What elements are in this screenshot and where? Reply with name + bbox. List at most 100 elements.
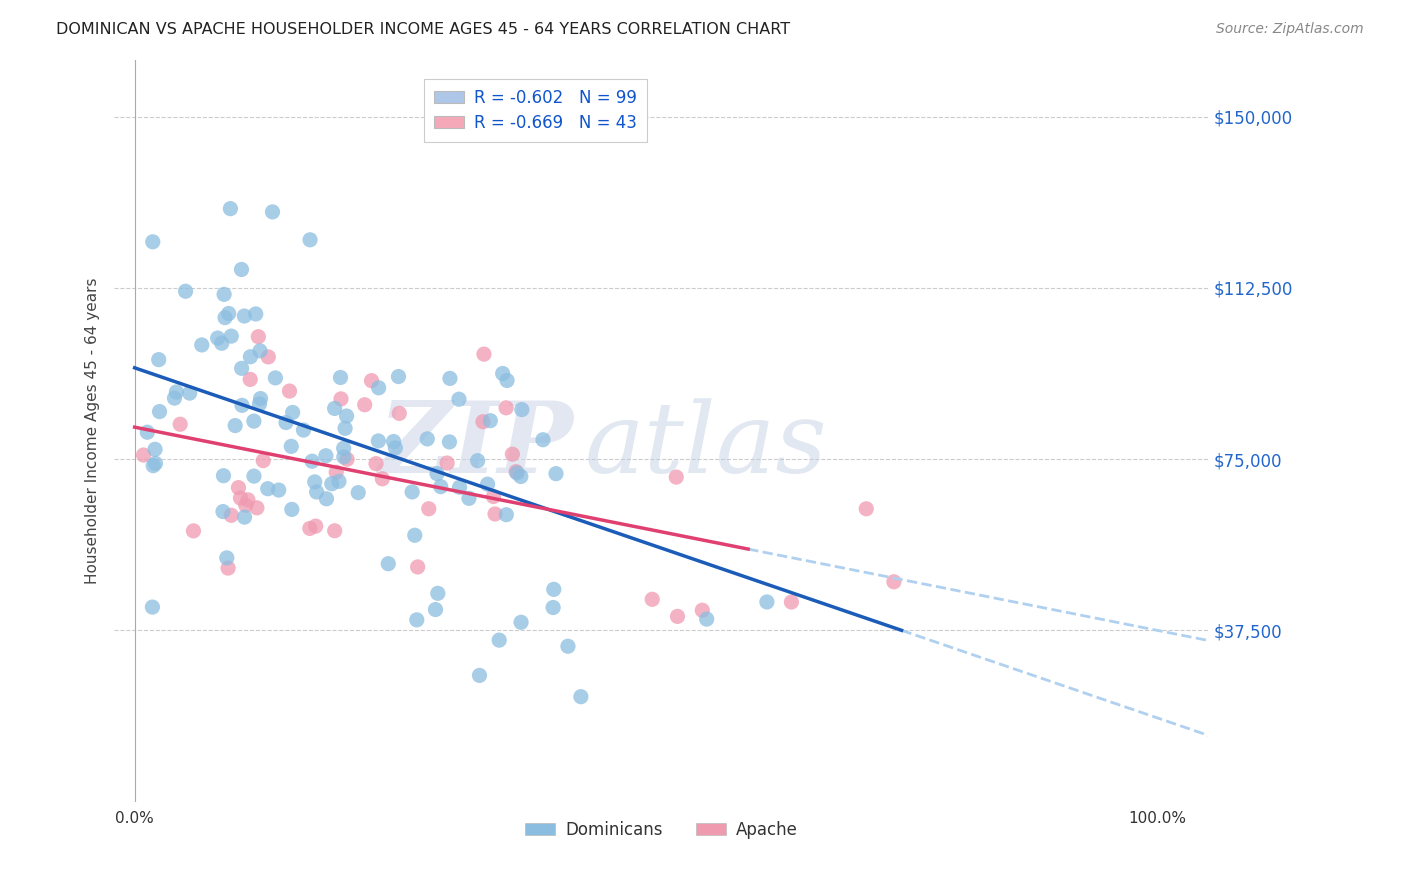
Point bbox=[557, 639, 579, 653]
Point bbox=[304, 475, 326, 489]
Point bbox=[406, 560, 429, 574]
Point bbox=[488, 633, 510, 648]
Point bbox=[543, 582, 565, 597]
Point bbox=[384, 441, 406, 455]
Point bbox=[148, 404, 170, 418]
Text: Source: ZipAtlas.com: Source: ZipAtlas.com bbox=[1216, 22, 1364, 37]
Point bbox=[883, 574, 905, 589]
Point bbox=[214, 310, 236, 325]
Point bbox=[426, 467, 449, 481]
Point bbox=[531, 433, 554, 447]
Point bbox=[183, 524, 205, 538]
Point bbox=[315, 491, 337, 506]
Point bbox=[323, 524, 346, 538]
Point bbox=[148, 352, 170, 367]
Point bbox=[136, 425, 159, 440]
Point bbox=[249, 392, 271, 406]
Point bbox=[382, 434, 405, 449]
Point bbox=[439, 371, 461, 385]
Point bbox=[416, 432, 439, 446]
Point bbox=[228, 481, 250, 495]
Point bbox=[447, 392, 470, 407]
Point bbox=[292, 423, 315, 437]
Point bbox=[467, 453, 489, 467]
Point bbox=[218, 306, 240, 320]
Point bbox=[169, 417, 191, 432]
Point bbox=[217, 561, 239, 575]
Point bbox=[495, 401, 517, 415]
Point bbox=[315, 449, 337, 463]
Point bbox=[233, 309, 256, 323]
Point bbox=[142, 235, 165, 249]
Legend: Dominicans, Apache: Dominicans, Apache bbox=[519, 814, 804, 846]
Point bbox=[544, 467, 567, 481]
Point bbox=[281, 502, 304, 516]
Point bbox=[472, 415, 495, 429]
Point bbox=[243, 414, 266, 428]
Point bbox=[541, 600, 564, 615]
Point bbox=[298, 521, 321, 535]
Point bbox=[323, 401, 346, 416]
Point bbox=[262, 205, 284, 219]
Point bbox=[256, 482, 278, 496]
Point bbox=[439, 434, 461, 449]
Point bbox=[387, 369, 409, 384]
Point bbox=[666, 609, 689, 624]
Point bbox=[360, 374, 382, 388]
Point bbox=[179, 386, 201, 401]
Point bbox=[477, 477, 499, 491]
Point bbox=[449, 480, 471, 494]
Point bbox=[472, 347, 495, 361]
Point bbox=[224, 418, 246, 433]
Point bbox=[301, 454, 323, 468]
Point bbox=[249, 343, 271, 358]
Point bbox=[207, 331, 229, 345]
Point bbox=[665, 470, 688, 484]
Point bbox=[426, 586, 449, 600]
Point bbox=[505, 465, 527, 479]
Point bbox=[690, 603, 713, 617]
Point bbox=[239, 372, 262, 386]
Point bbox=[142, 458, 165, 473]
Point bbox=[191, 338, 214, 352]
Point bbox=[257, 350, 280, 364]
Point bbox=[235, 498, 257, 512]
Point bbox=[141, 600, 163, 615]
Point bbox=[484, 507, 506, 521]
Point bbox=[212, 505, 235, 519]
Point bbox=[336, 452, 359, 467]
Point bbox=[247, 329, 270, 343]
Point bbox=[353, 398, 375, 412]
Point bbox=[367, 381, 389, 395]
Point bbox=[281, 405, 304, 419]
Point bbox=[305, 485, 328, 500]
Point bbox=[332, 442, 354, 456]
Point bbox=[212, 468, 235, 483]
Point bbox=[145, 456, 167, 470]
Point bbox=[388, 406, 411, 420]
Point bbox=[510, 615, 533, 630]
Point bbox=[492, 367, 515, 381]
Point bbox=[321, 476, 343, 491]
Point bbox=[405, 613, 427, 627]
Point bbox=[377, 557, 399, 571]
Point bbox=[333, 421, 356, 435]
Text: ZIP: ZIP bbox=[378, 397, 574, 493]
Point bbox=[174, 285, 197, 299]
Point bbox=[696, 612, 718, 626]
Point bbox=[229, 491, 252, 505]
Point bbox=[219, 508, 242, 523]
Point bbox=[506, 466, 529, 480]
Point bbox=[236, 492, 259, 507]
Point bbox=[401, 484, 423, 499]
Point bbox=[458, 491, 481, 506]
Text: DOMINICAN VS APACHE HOUSEHOLDER INCOME AGES 45 - 64 YEARS CORRELATION CHART: DOMINICAN VS APACHE HOUSEHOLDER INCOME A… bbox=[56, 22, 790, 37]
Point bbox=[364, 457, 387, 471]
Point bbox=[264, 371, 287, 385]
Point bbox=[329, 370, 352, 384]
Point bbox=[501, 447, 523, 461]
Text: atlas: atlas bbox=[585, 398, 827, 493]
Point bbox=[509, 469, 531, 483]
Point bbox=[243, 469, 266, 483]
Point bbox=[641, 592, 664, 607]
